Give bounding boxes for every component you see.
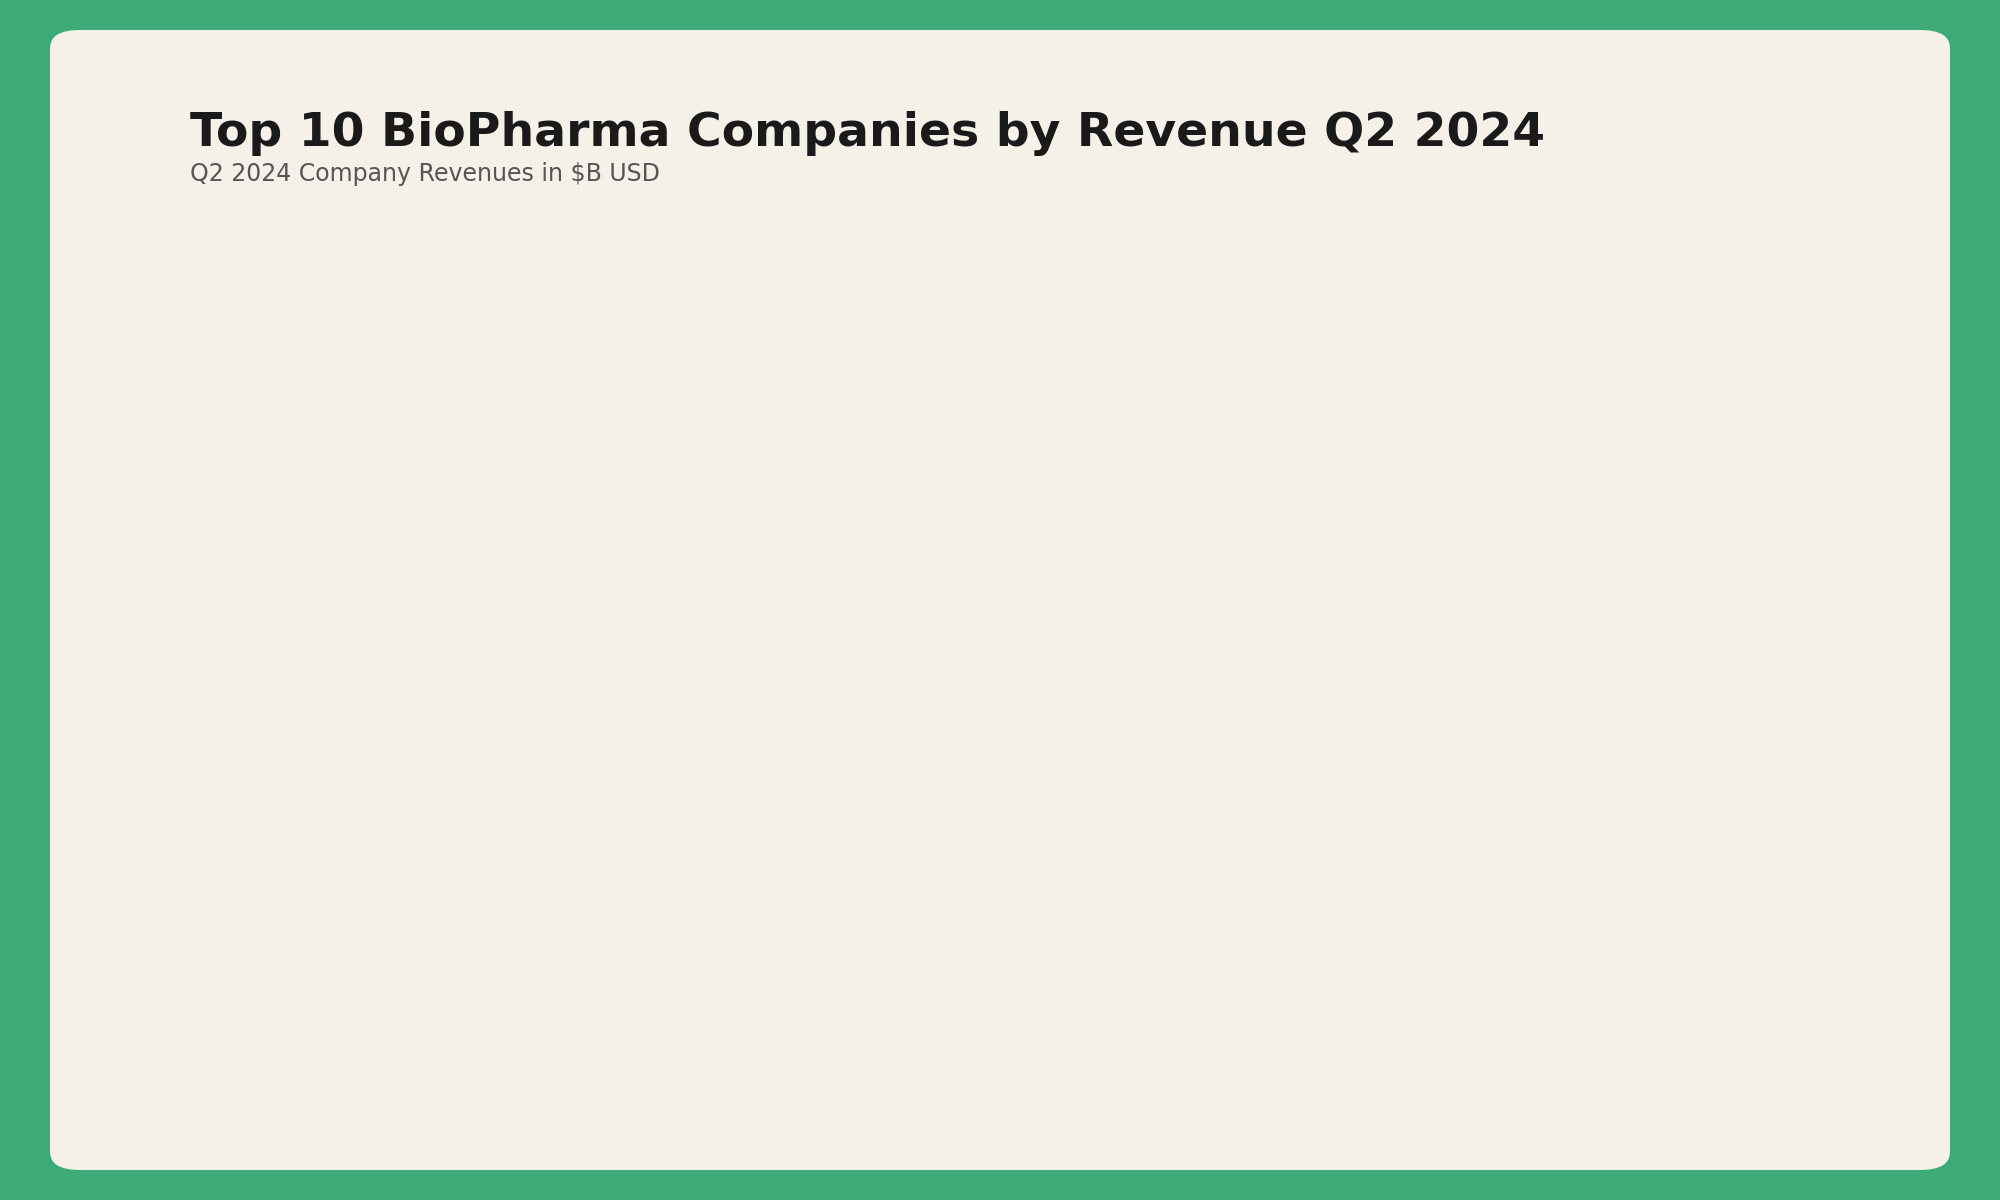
Text: abbvie: abbvie bbox=[202, 463, 324, 497]
Bar bbox=[350, 276, 1786, 338]
Text: MERCK: MERCK bbox=[202, 293, 324, 322]
Text: $14.5B: $14.5B bbox=[376, 467, 480, 493]
Bar bbox=[350, 1054, 1358, 1116]
Text: Roche: Roche bbox=[238, 638, 324, 667]
Bar bbox=[350, 362, 1642, 425]
Text: $12.5B: $12.5B bbox=[376, 812, 480, 839]
Text: Pfizer: Pfizer bbox=[238, 552, 324, 581]
Text: Q2 2024 Company Revenues in $B USD: Q2 2024 Company Revenues in $B USD bbox=[190, 162, 660, 186]
Text: Lilly: Lilly bbox=[240, 1068, 324, 1102]
Bar bbox=[350, 967, 1384, 1030]
Text: $11.3B: $11.3B bbox=[376, 1072, 480, 1098]
Bar bbox=[350, 449, 1642, 511]
Text: $12.2B: $12.2B bbox=[376, 899, 480, 925]
Text: $16.1B: $16.1B bbox=[376, 294, 480, 320]
Bar bbox=[350, 708, 1500, 770]
Text: $12.9B: $12.9B bbox=[376, 726, 480, 752]
Text: Top 10 BioPharma Companies by Revenue Q2 2024: Top 10 BioPharma Companies by Revenue Q2… bbox=[190, 110, 1546, 156]
Bar bbox=[350, 794, 1464, 857]
Text: $14.5B: $14.5B bbox=[376, 380, 480, 407]
Text: NOVARTIS: NOVARTIS bbox=[182, 814, 324, 838]
Text: sanofi: sanofi bbox=[198, 982, 324, 1015]
Bar bbox=[350, 535, 1536, 598]
Bar bbox=[350, 622, 1526, 684]
Text: $13.2B: $13.2B bbox=[376, 640, 480, 666]
Text: $13.3B: $13.3B bbox=[376, 553, 480, 580]
Bar bbox=[350, 881, 1438, 943]
Text: AstraZeneca: AstraZeneca bbox=[148, 725, 324, 754]
Text: Johnson•Johnson: Johnson•Johnson bbox=[112, 382, 324, 406]
Text: $11.6B: $11.6B bbox=[376, 985, 480, 1012]
Text: Bristol Myers Squibb´: Bristol Myers Squibb´ bbox=[130, 902, 324, 922]
